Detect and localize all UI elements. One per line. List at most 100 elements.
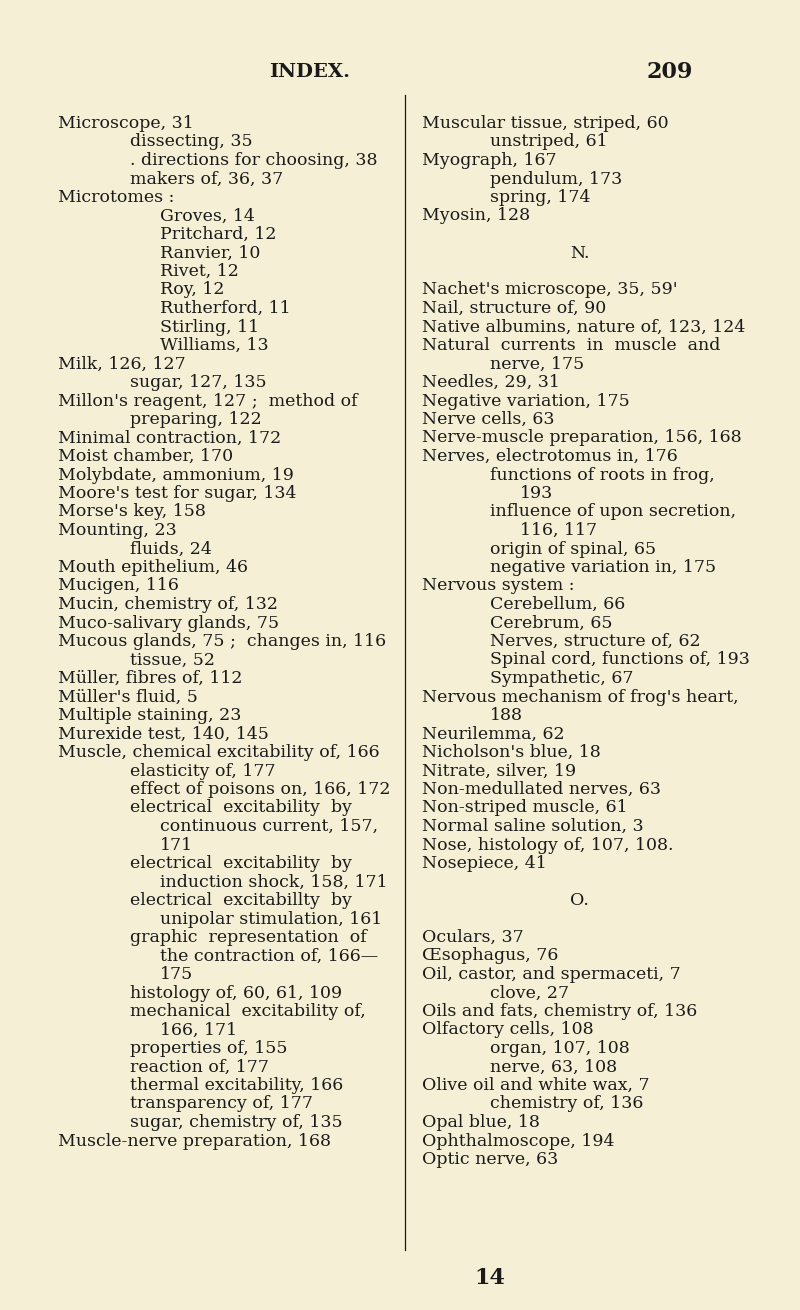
- Text: Groves, 14: Groves, 14: [160, 207, 255, 224]
- Text: Opal blue, 18: Opal blue, 18: [422, 1114, 540, 1131]
- Text: Müller's fluid, 5: Müller's fluid, 5: [58, 689, 198, 706]
- Text: Mucigen, 116: Mucigen, 116: [58, 578, 179, 595]
- Text: electrical  excitability  by: electrical excitability by: [130, 799, 352, 816]
- Text: organ, 107, 108: organ, 107, 108: [490, 1040, 630, 1057]
- Text: properties of, 155: properties of, 155: [130, 1040, 287, 1057]
- Text: Milk, 126, 127: Milk, 126, 127: [58, 355, 186, 372]
- Text: Nicholson's blue, 18: Nicholson's blue, 18: [422, 744, 601, 761]
- Text: Optic nerve, 63: Optic nerve, 63: [422, 1151, 558, 1169]
- Text: Neurilemma, 62: Neurilemma, 62: [422, 726, 565, 743]
- Text: Nail, structure of, 90: Nail, structure of, 90: [422, 300, 606, 317]
- Text: dissecting, 35: dissecting, 35: [130, 134, 253, 151]
- Text: nerve, 63, 108: nerve, 63, 108: [490, 1058, 617, 1076]
- Text: Ophthalmoscope, 194: Ophthalmoscope, 194: [422, 1133, 614, 1149]
- Text: clove, 27: clove, 27: [490, 985, 569, 1002]
- Text: . directions for choosing, 38: . directions for choosing, 38: [130, 152, 378, 169]
- Text: induction shock, 158, 171: induction shock, 158, 171: [160, 874, 388, 891]
- Text: 188: 188: [490, 707, 523, 724]
- Text: sugar, 127, 135: sugar, 127, 135: [130, 373, 266, 390]
- Text: Olive oil and white wax, 7: Olive oil and white wax, 7: [422, 1077, 650, 1094]
- Text: electrical  excitabillty  by: electrical excitabillty by: [130, 892, 352, 909]
- Text: Non-medullated nerves, 63: Non-medullated nerves, 63: [422, 781, 661, 798]
- Text: continuous current, 157,: continuous current, 157,: [160, 817, 378, 834]
- Text: Minimal contraction, 172: Minimal contraction, 172: [58, 430, 282, 447]
- Text: functions of roots in frog,: functions of roots in frog,: [490, 466, 714, 483]
- Text: Moist chamber, 170: Moist chamber, 170: [58, 448, 233, 465]
- Text: Microtomes :: Microtomes :: [58, 189, 174, 206]
- Text: influence of upon secretion,: influence of upon secretion,: [490, 503, 736, 520]
- Text: Rivet, 12: Rivet, 12: [160, 263, 239, 280]
- Text: Muscle-nerve preparation, 168: Muscle-nerve preparation, 168: [58, 1133, 331, 1149]
- Text: Williams, 13: Williams, 13: [160, 337, 269, 354]
- Text: preparing, 122: preparing, 122: [130, 411, 262, 428]
- Text: Nitrate, silver, 19: Nitrate, silver, 19: [422, 762, 576, 779]
- Text: unstriped, 61: unstriped, 61: [490, 134, 608, 151]
- Text: Millon's reagent, 127 ;  method of: Millon's reagent, 127 ; method of: [58, 393, 358, 410]
- Text: histology of, 60, 61, 109: histology of, 60, 61, 109: [130, 985, 342, 1002]
- Text: Stirling, 11: Stirling, 11: [160, 318, 259, 335]
- Text: Müller, fibres of, 112: Müller, fibres of, 112: [58, 669, 242, 686]
- Text: Mucin, chemistry of, 132: Mucin, chemistry of, 132: [58, 596, 278, 613]
- Text: Roy, 12: Roy, 12: [160, 282, 225, 299]
- Text: transparency of, 177: transparency of, 177: [130, 1095, 313, 1112]
- Text: Nervous system :: Nervous system :: [422, 578, 574, 595]
- Text: 193: 193: [520, 485, 554, 502]
- Text: Native albumins, nature of, 123, 124: Native albumins, nature of, 123, 124: [422, 318, 746, 335]
- Text: the contraction of, 166—: the contraction of, 166—: [160, 947, 378, 964]
- Text: Myograph, 167: Myograph, 167: [422, 152, 557, 169]
- Text: Cerebellum, 66: Cerebellum, 66: [490, 596, 626, 613]
- Text: negative variation in, 175: negative variation in, 175: [490, 559, 716, 576]
- Text: Nerve cells, 63: Nerve cells, 63: [422, 411, 554, 428]
- Text: Non-striped muscle, 61: Non-striped muscle, 61: [422, 799, 628, 816]
- Text: Cerebrum, 65: Cerebrum, 65: [490, 614, 613, 631]
- Text: electrical  excitability  by: electrical excitability by: [130, 855, 352, 872]
- Text: Nerves, structure of, 62: Nerves, structure of, 62: [490, 633, 701, 650]
- Text: Mounting, 23: Mounting, 23: [58, 521, 177, 538]
- Text: INDEX.: INDEX.: [270, 63, 350, 81]
- Text: Œsophagus, 76: Œsophagus, 76: [422, 947, 558, 964]
- Text: origin of spinal, 65: origin of spinal, 65: [490, 541, 656, 558]
- Text: Ranvier, 10: Ranvier, 10: [160, 245, 260, 262]
- Text: Muscle, chemical excitability of, 166: Muscle, chemical excitability of, 166: [58, 744, 380, 761]
- Text: Muco-salivary glands, 75: Muco-salivary glands, 75: [58, 614, 279, 631]
- Text: 116, 117: 116, 117: [520, 521, 597, 538]
- Text: Myosin, 128: Myosin, 128: [422, 207, 530, 224]
- Text: Normal saline solution, 3: Normal saline solution, 3: [422, 817, 644, 834]
- Text: reaction of, 177: reaction of, 177: [130, 1058, 269, 1076]
- Text: 166, 171: 166, 171: [160, 1022, 237, 1039]
- Text: tissue, 52: tissue, 52: [130, 651, 215, 668]
- Text: thermal excitability, 166: thermal excitability, 166: [130, 1077, 343, 1094]
- Text: Oculars, 37: Oculars, 37: [422, 929, 524, 946]
- Text: Muscular tissue, striped, 60: Muscular tissue, striped, 60: [422, 115, 669, 132]
- Text: O.: O.: [570, 892, 589, 909]
- Text: sugar, chemistry of, 135: sugar, chemistry of, 135: [130, 1114, 342, 1131]
- Text: 14: 14: [474, 1267, 506, 1289]
- Text: Microscope, 31: Microscope, 31: [58, 115, 194, 132]
- Text: Molybdate, ammonium, 19: Molybdate, ammonium, 19: [58, 466, 294, 483]
- Text: Negative variation, 175: Negative variation, 175: [422, 393, 630, 410]
- Text: graphic  representation  of: graphic representation of: [130, 929, 366, 946]
- Text: nerve, 175: nerve, 175: [490, 355, 584, 372]
- Text: Olfactory cells, 108: Olfactory cells, 108: [422, 1022, 594, 1039]
- Text: effect of poisons on, 166, 172: effect of poisons on, 166, 172: [130, 781, 390, 798]
- Text: Morse's key, 158: Morse's key, 158: [58, 503, 206, 520]
- Text: Spinal cord, functions of, 193: Spinal cord, functions of, 193: [490, 651, 750, 668]
- Text: chemistry of, 136: chemistry of, 136: [490, 1095, 643, 1112]
- Text: Sympathetic, 67: Sympathetic, 67: [490, 669, 634, 686]
- Text: spring, 174: spring, 174: [490, 189, 590, 206]
- Text: unipolar stimulation, 161: unipolar stimulation, 161: [160, 910, 382, 927]
- Text: Natural  currents  in  muscle  and: Natural currents in muscle and: [422, 337, 720, 354]
- Text: Pritchard, 12: Pritchard, 12: [160, 227, 277, 242]
- Text: Oil, castor, and spermaceti, 7: Oil, castor, and spermaceti, 7: [422, 965, 681, 982]
- Text: Murexide test, 140, 145: Murexide test, 140, 145: [58, 726, 269, 743]
- Text: Nachet's microscope, 35, 59': Nachet's microscope, 35, 59': [422, 282, 678, 299]
- Text: Moore's test for sugar, 134: Moore's test for sugar, 134: [58, 485, 297, 502]
- Text: pendulum, 173: pendulum, 173: [490, 170, 622, 187]
- Text: Nose, histology of, 107, 108.: Nose, histology of, 107, 108.: [422, 837, 674, 854]
- Text: Nerves, electrotomus in, 176: Nerves, electrotomus in, 176: [422, 448, 678, 465]
- Text: Nerve-muscle preparation, 156, 168: Nerve-muscle preparation, 156, 168: [422, 430, 742, 447]
- Text: fluids, 24: fluids, 24: [130, 541, 212, 558]
- Text: Nosepiece, 41: Nosepiece, 41: [422, 855, 546, 872]
- Text: Rutherford, 11: Rutherford, 11: [160, 300, 290, 317]
- Text: Mucous glands, 75 ;  changes in, 116: Mucous glands, 75 ; changes in, 116: [58, 633, 386, 650]
